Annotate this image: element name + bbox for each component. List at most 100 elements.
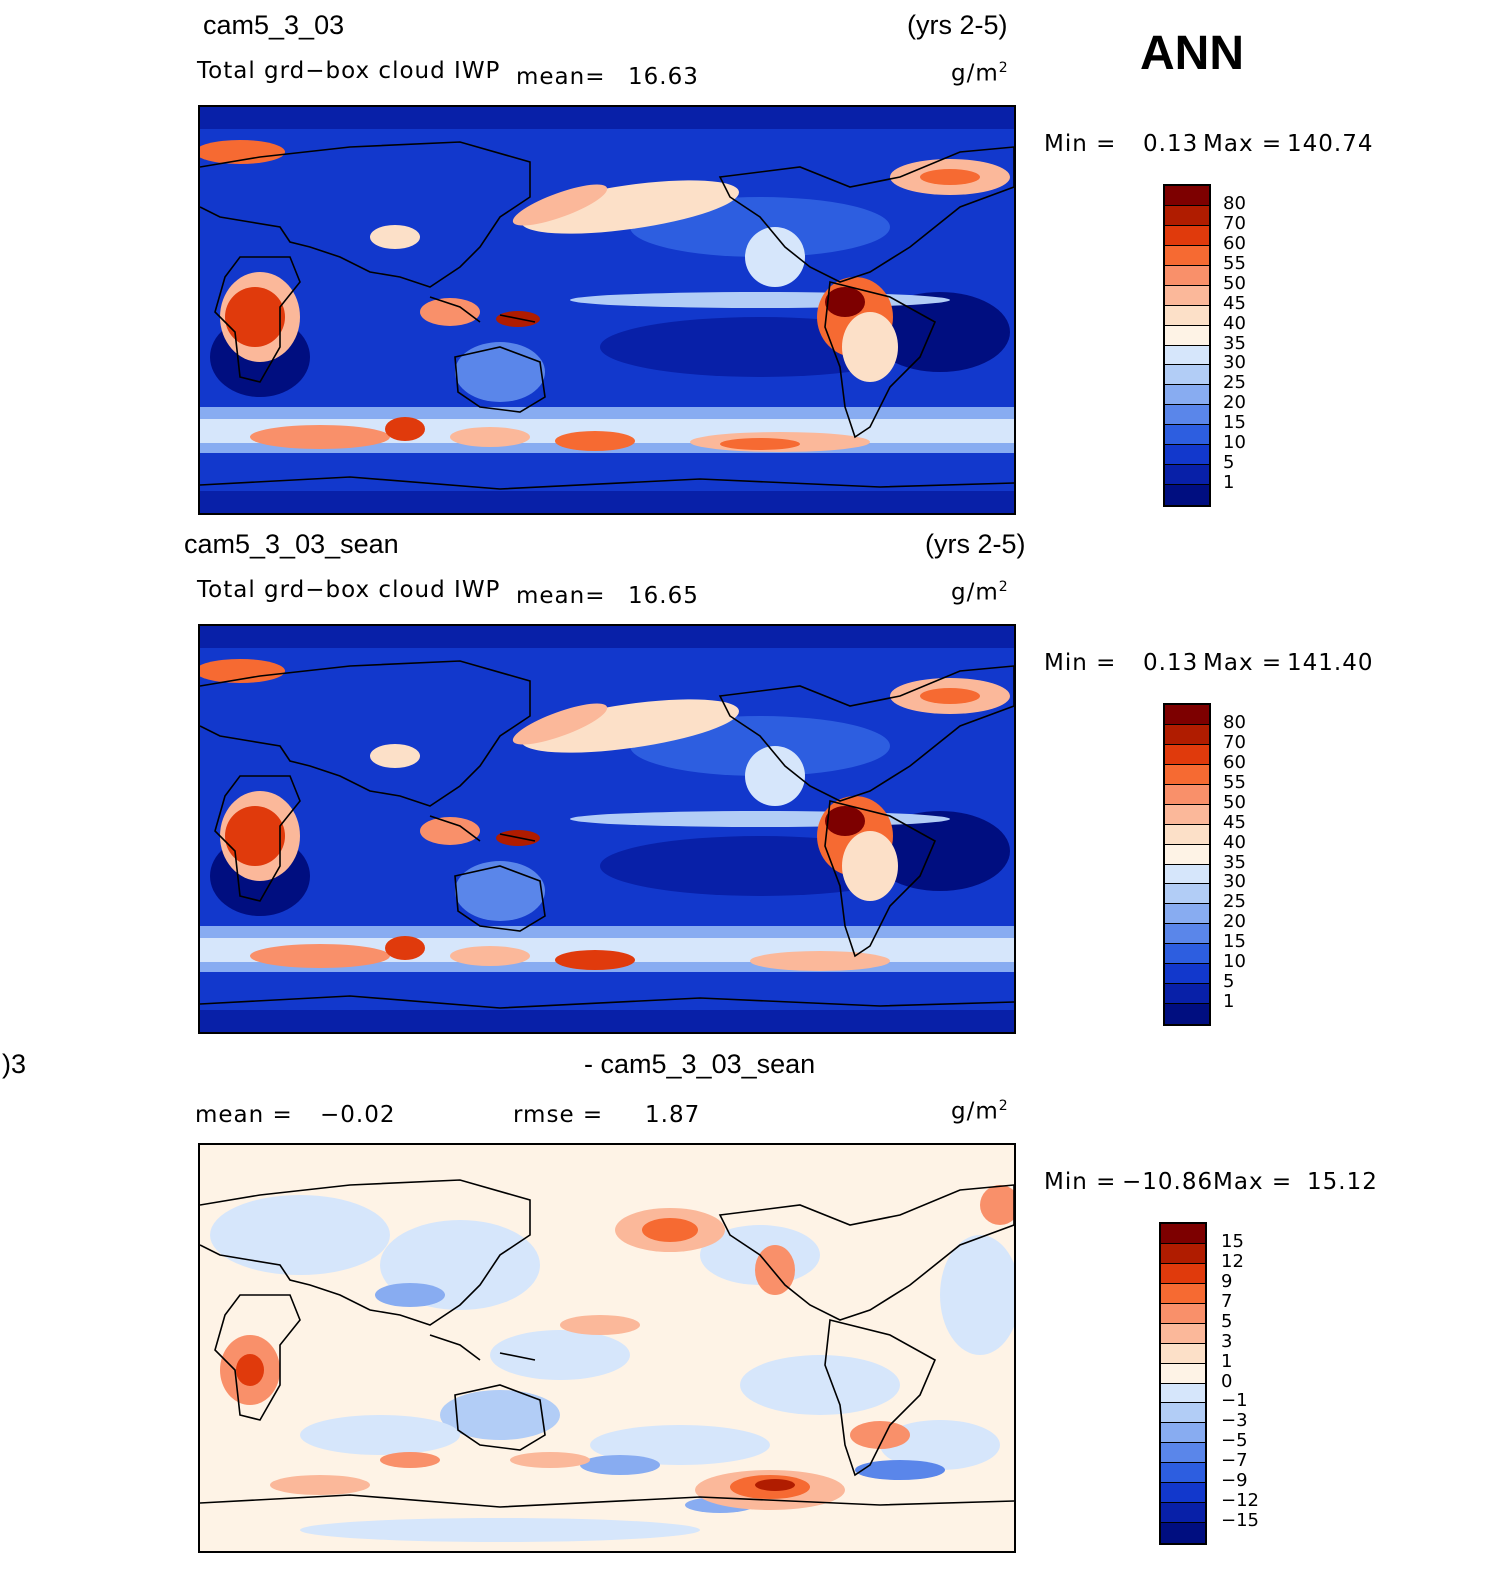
colorbar-label: 80 [1223,192,1246,214]
colorbar-swatch [1165,864,1209,885]
colorbar-label: 35 [1223,332,1246,354]
colorbar-swatch [1165,285,1209,306]
colorbar-swatch [1161,1423,1205,1444]
colorbar-swatch [1165,904,1209,925]
panel3-mean-value: −0.02 [320,1102,396,1128]
colorbar-label: −9 [1221,1470,1248,1492]
colorbar-swatch [1161,1383,1205,1404]
panel2-max-value: 141.40 [1287,650,1374,676]
colorbar-swatch [1161,1303,1205,1324]
panel2-case-name: cam5_3_03_sean [184,529,399,559]
colorbar-label: 25 [1223,891,1246,913]
colorbar-label: 80 [1223,711,1246,733]
colorbar-label: 1 [1221,1350,1233,1372]
panel1-mean-label: mean= [516,64,606,90]
colorbar-swatch [1165,225,1209,246]
panel3-mean-label: mean = [195,1102,293,1128]
colorbar-label: 35 [1223,851,1246,873]
panel2-mean-label: mean= [516,583,606,609]
panel1-variable: Total grd−box cloud IWP [197,58,501,84]
colorbar-label: 7 [1221,1290,1233,1312]
colorbar-label: 10 [1223,432,1246,454]
colorbar-swatch [1165,345,1209,366]
colorbar-label: 30 [1223,352,1246,374]
colorbar-swatch [1165,186,1209,206]
panel2-map [198,624,1016,1034]
panel3-min-value: −10.86 [1122,1169,1214,1195]
panel1-units: g/m2 [951,60,1009,87]
colorbar-label: 25 [1223,372,1246,394]
colorbar-label: 70 [1223,731,1246,753]
colorbar-swatch [1165,784,1209,805]
colorbar-label: 15 [1223,412,1246,434]
panel1-map-field [200,107,1014,513]
colorbar-swatch [1161,1283,1205,1304]
colorbar-swatch [1161,1363,1205,1384]
colorbar-label: 70 [1223,212,1246,234]
colorbar-swatch [1161,1463,1205,1484]
colorbar-swatch [1161,1523,1205,1543]
panel3-max-label: Max = [1213,1169,1293,1195]
colorbar-swatch [1165,844,1209,865]
colorbar-swatch [1165,305,1209,326]
colorbar-label: 50 [1223,272,1246,294]
colorbar-label: −1 [1221,1390,1248,1412]
colorbar-label: 40 [1223,312,1246,334]
panel2-variable: Total grd−box cloud IWP [197,577,501,603]
colorbar-label: 3 [1221,1330,1233,1352]
panel3-units: g/m2 [951,1098,1009,1125]
panel1-map [198,105,1016,515]
colorbar-swatch [1165,205,1209,226]
panel2-max-label: Max = [1203,650,1283,676]
colorbar-label: 50 [1223,791,1246,813]
panel3-map [198,1143,1016,1553]
panel2-years: (yrs 2-5) [925,529,1026,559]
panel2-min-label: Min = [1044,650,1117,676]
colorbar-swatch [1165,405,1209,426]
colorbar-swatch [1165,1004,1209,1024]
colorbar-label: 45 [1223,292,1246,314]
colorbar-label: −12 [1221,1490,1259,1512]
colorbar-label: 9 [1221,1270,1233,1292]
panel3-rmse-label: rmse = [513,1102,604,1128]
colorbar-swatch [1165,944,1209,965]
colorbar-swatch [1165,365,1209,386]
colorbar-label: −3 [1221,1410,1248,1432]
colorbar-label: 60 [1223,751,1246,773]
colorbar-swatch [1165,705,1209,725]
colorbar-swatch [1161,1263,1205,1284]
colorbar-swatch [1165,724,1209,745]
panel3-rmse-value: 1.87 [645,1102,701,1128]
colorbar-swatch [1161,1443,1205,1464]
panel3-max-value: 15.12 [1307,1169,1378,1195]
colorbar-swatch [1161,1243,1205,1264]
colorbar-label: 15 [1221,1230,1244,1252]
colorbar-swatch [1161,1224,1205,1244]
colorbar-swatch [1161,1343,1205,1364]
colorbar-swatch [1165,804,1209,825]
panel2-map-field [200,626,1014,1032]
colorbar-swatch [1165,485,1209,505]
panel1-max-value: 140.74 [1287,131,1374,157]
panel3-min-label: Min = [1044,1169,1117,1195]
panel2-mean-value: 16.65 [628,583,699,609]
colorbar-label: −5 [1221,1430,1248,1452]
colorbar-swatch [1165,465,1209,486]
colorbar-label: 55 [1223,252,1246,274]
panel2-units: g/m2 [951,579,1009,606]
panel2-colorbar [1163,703,1211,1026]
colorbar-label: 60 [1223,232,1246,254]
colorbar-swatch [1165,425,1209,446]
colorbar-label: 30 [1223,871,1246,893]
panel2-min-value: 0.13 [1143,650,1199,676]
colorbar-label: 40 [1223,831,1246,853]
colorbar-swatch [1165,764,1209,785]
colorbar-swatch [1161,1503,1205,1524]
panel1-min-value: 0.13 [1143,131,1199,157]
colorbar-swatch [1161,1483,1205,1504]
colorbar-swatch [1161,1403,1205,1424]
colorbar-label: 5 [1223,452,1235,474]
colorbar-label: 45 [1223,811,1246,833]
colorbar-label: −15 [1221,1510,1259,1532]
panel3-case-left: )3 [2,1049,27,1079]
